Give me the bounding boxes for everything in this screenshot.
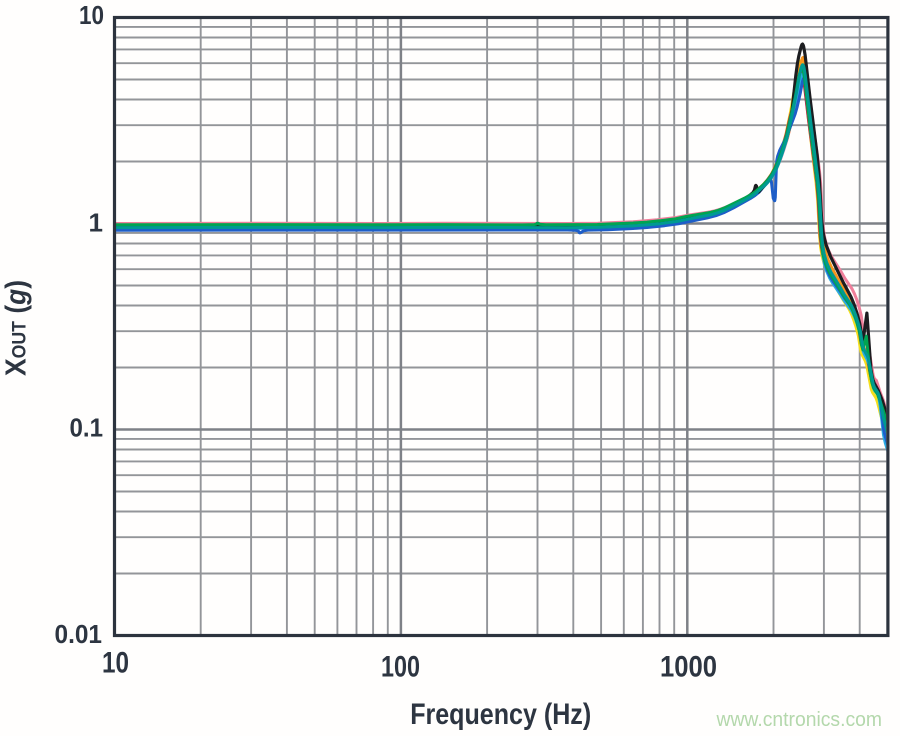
svg-text:0.1: 0.1 [70, 413, 104, 443]
svg-text:1000: 1000 [660, 651, 717, 684]
svg-text:0.01: 0.01 [55, 619, 103, 649]
svg-text:10: 10 [79, 0, 104, 30]
svg-text:1: 1 [89, 208, 103, 238]
svg-text:10: 10 [102, 647, 129, 680]
svg-text:www.cntronics.com: www.cntronics.com [716, 709, 882, 731]
svg-text:Frequency (Hz): Frequency (Hz) [410, 698, 591, 731]
svg-text:XOUT (g): XOUT (g) [1, 280, 33, 376]
svg-text:100: 100 [381, 651, 420, 684]
